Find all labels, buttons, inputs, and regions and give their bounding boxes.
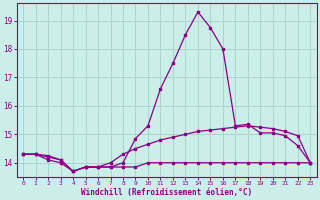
X-axis label: Windchill (Refroidissement éolien,°C): Windchill (Refroidissement éolien,°C)	[81, 188, 252, 197]
